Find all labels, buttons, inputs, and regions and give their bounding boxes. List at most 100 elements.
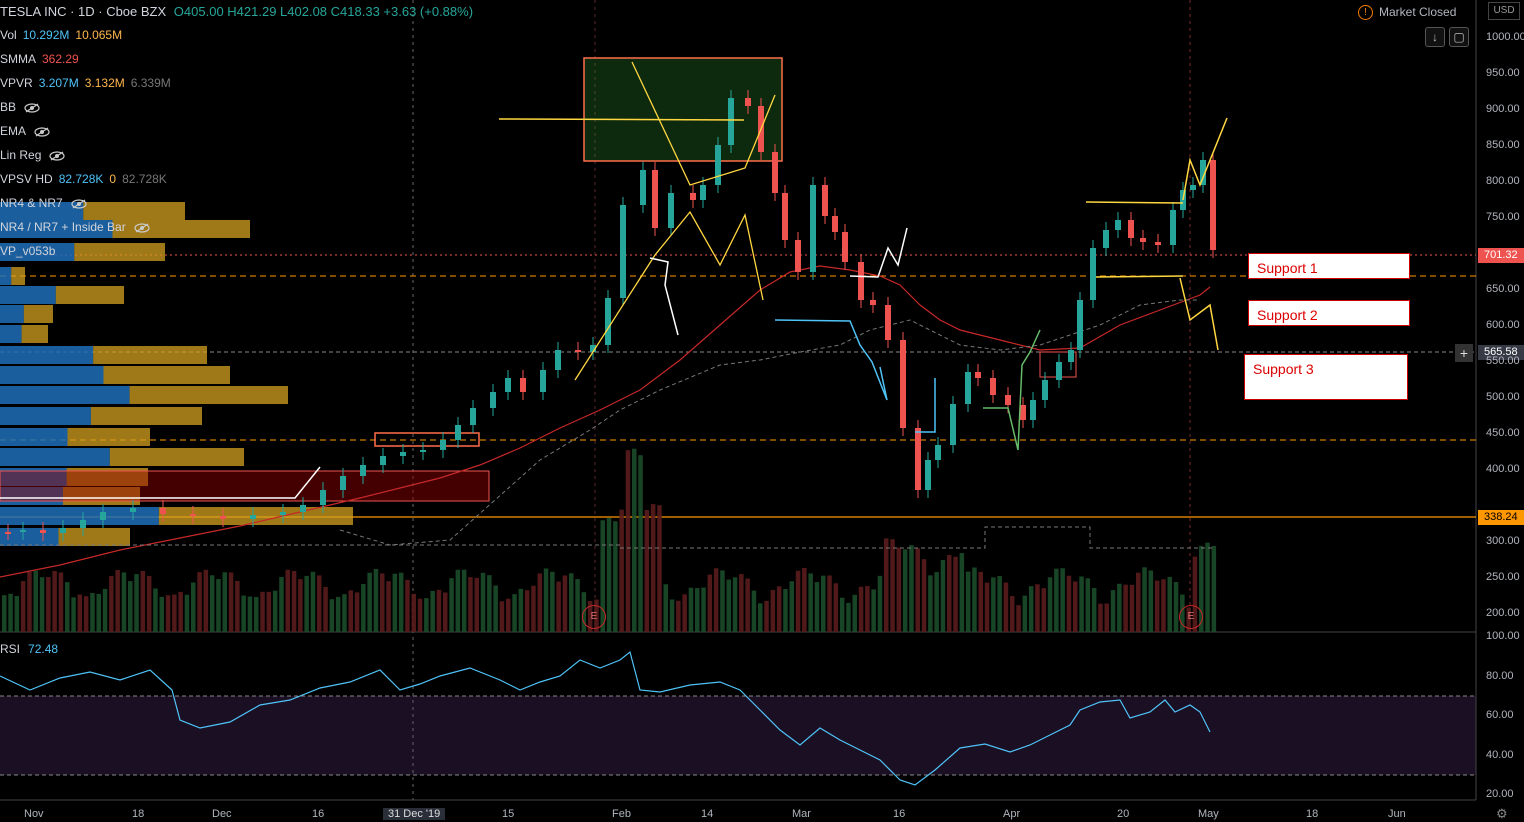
- support-line-2: [1095, 275, 1184, 278]
- volume-bar: [493, 585, 498, 632]
- candle-body: [575, 350, 581, 352]
- vpvr-row: [0, 468, 67, 486]
- volume-bar: [569, 573, 574, 632]
- volume-bar: [83, 596, 89, 632]
- fullscreen-icon[interactable]: ▢: [1449, 27, 1469, 47]
- volume-bar: [165, 595, 171, 632]
- indicator-row[interactable]: SMMA 362.29: [0, 52, 79, 66]
- volume-bar: [657, 505, 662, 632]
- volume-bar: [1010, 596, 1015, 632]
- x-tick-label: Nov: [24, 808, 44, 820]
- crosshair-plus-icon[interactable]: +: [1455, 344, 1473, 362]
- volume-bar: [128, 581, 133, 632]
- candle-body: [870, 300, 876, 305]
- volume-bar: [424, 598, 429, 632]
- volume-bar: [802, 567, 807, 632]
- indicator-row[interactable]: VPVR 3.207M 3.132M 6.339M: [0, 76, 171, 90]
- indicator-row[interactable]: NR4 & NR7: [0, 196, 87, 210]
- candle-body: [900, 340, 906, 428]
- indicator-row[interactable]: Vol 10.292M 10.065M: [0, 28, 122, 42]
- volume-bar: [373, 568, 379, 632]
- support-3-label[interactable]: Support 3: [1244, 354, 1408, 400]
- volume-bar: [915, 548, 920, 632]
- vpvr-row: [0, 305, 24, 323]
- volume-bar: [682, 594, 687, 632]
- volume-bar: [1022, 595, 1028, 632]
- candle-body: [885, 305, 891, 340]
- candle-body: [1068, 350, 1074, 362]
- indicator-row[interactable]: VP_v053b: [0, 244, 55, 258]
- volume-bar: [550, 571, 555, 632]
- volume-bar: [153, 588, 158, 632]
- volume-bar: [430, 590, 435, 632]
- volume-bar: [172, 594, 177, 632]
- x-tick-label: Dec: [212, 808, 232, 820]
- indicator-row[interactable]: EMA: [0, 124, 50, 138]
- volume-bar: [984, 582, 990, 632]
- volume-bar: [1123, 584, 1128, 632]
- volume-bar: [1199, 545, 1204, 632]
- volume-bar: [1060, 568, 1065, 632]
- volume-bar: [524, 590, 530, 632]
- volume-bar: [965, 571, 971, 632]
- candle-body: [455, 425, 461, 440]
- volume-bar: [241, 595, 246, 632]
- volume-bar: [203, 569, 209, 632]
- support-2-label[interactable]: Support 2: [1248, 300, 1410, 326]
- volume-bar: [770, 589, 776, 632]
- y-tick-label: 400.00: [1486, 463, 1520, 475]
- zigzag-yellow-1: [574, 210, 764, 381]
- symbol-title[interactable]: TESLA INC · 1D · Cboe BZX: [0, 4, 167, 19]
- settings-gear-icon[interactable]: ⚙: [1496, 806, 1508, 821]
- vpvr-row: [0, 286, 56, 304]
- volume-bar: [1117, 583, 1122, 632]
- volume-bar: [732, 577, 738, 632]
- volume-bar: [146, 576, 152, 632]
- candle-body: [100, 512, 106, 520]
- volume-bar: [134, 574, 139, 632]
- earnings-marker[interactable]: E: [582, 605, 606, 629]
- hidden-eye-icon: [134, 223, 150, 233]
- volume-bar: [27, 571, 32, 632]
- indicator-row[interactable]: VPSV HD 82.728K 0 82.728K: [0, 172, 167, 186]
- symbol-header: TESLA INC · 1D · Cboe BZX O405.00 H421.2…: [0, 4, 473, 19]
- volume-bar: [833, 583, 839, 632]
- volume-bar: [902, 549, 908, 632]
- volume-bar: [1142, 567, 1147, 632]
- candle-body: [540, 370, 546, 392]
- volume-bar: [575, 579, 580, 632]
- volume-bar: [632, 448, 637, 632]
- vpvr-row: [0, 346, 94, 364]
- x-tick-label: 18: [1306, 808, 1319, 820]
- candle-body: [300, 505, 306, 512]
- volume-bar: [638, 455, 643, 632]
- zigzag-blue: [774, 319, 888, 401]
- indicator-row[interactable]: BB: [0, 100, 40, 114]
- currency-label[interactable]: USD: [1488, 2, 1520, 20]
- earnings-marker[interactable]: E: [1179, 605, 1203, 629]
- hidden-eye-icon: [34, 127, 50, 137]
- candle-body: [668, 193, 674, 228]
- volume-bar: [795, 570, 801, 632]
- volume-bar: [669, 599, 675, 632]
- volume-bar: [361, 584, 366, 632]
- vpvr-row: [0, 267, 12, 285]
- volume-bar: [222, 572, 227, 632]
- volume-bar: [449, 578, 454, 632]
- volume-bar: [821, 575, 826, 632]
- candle-body: [842, 232, 848, 262]
- candle-body: [20, 530, 26, 532]
- indicator-name: NR4 & NR7: [0, 196, 63, 210]
- support-1-label[interactable]: Support 1: [1248, 253, 1410, 279]
- volume-bar: [909, 545, 914, 632]
- y-tick-label: 450.00: [1486, 427, 1520, 439]
- download-icon[interactable]: ↓: [1425, 27, 1445, 47]
- indicator-row[interactable]: Lin Reg: [0, 148, 65, 162]
- alert-icon[interactable]: !: [1358, 5, 1373, 21]
- indicator-row[interactable]: NR4 / NR7 + Inside Bar: [0, 220, 150, 234]
- projection-up: [1182, 117, 1228, 201]
- y-tick-label: 800.00: [1486, 175, 1520, 187]
- lin-reg-line: [339, 299, 1200, 546]
- candle-body: [715, 145, 721, 185]
